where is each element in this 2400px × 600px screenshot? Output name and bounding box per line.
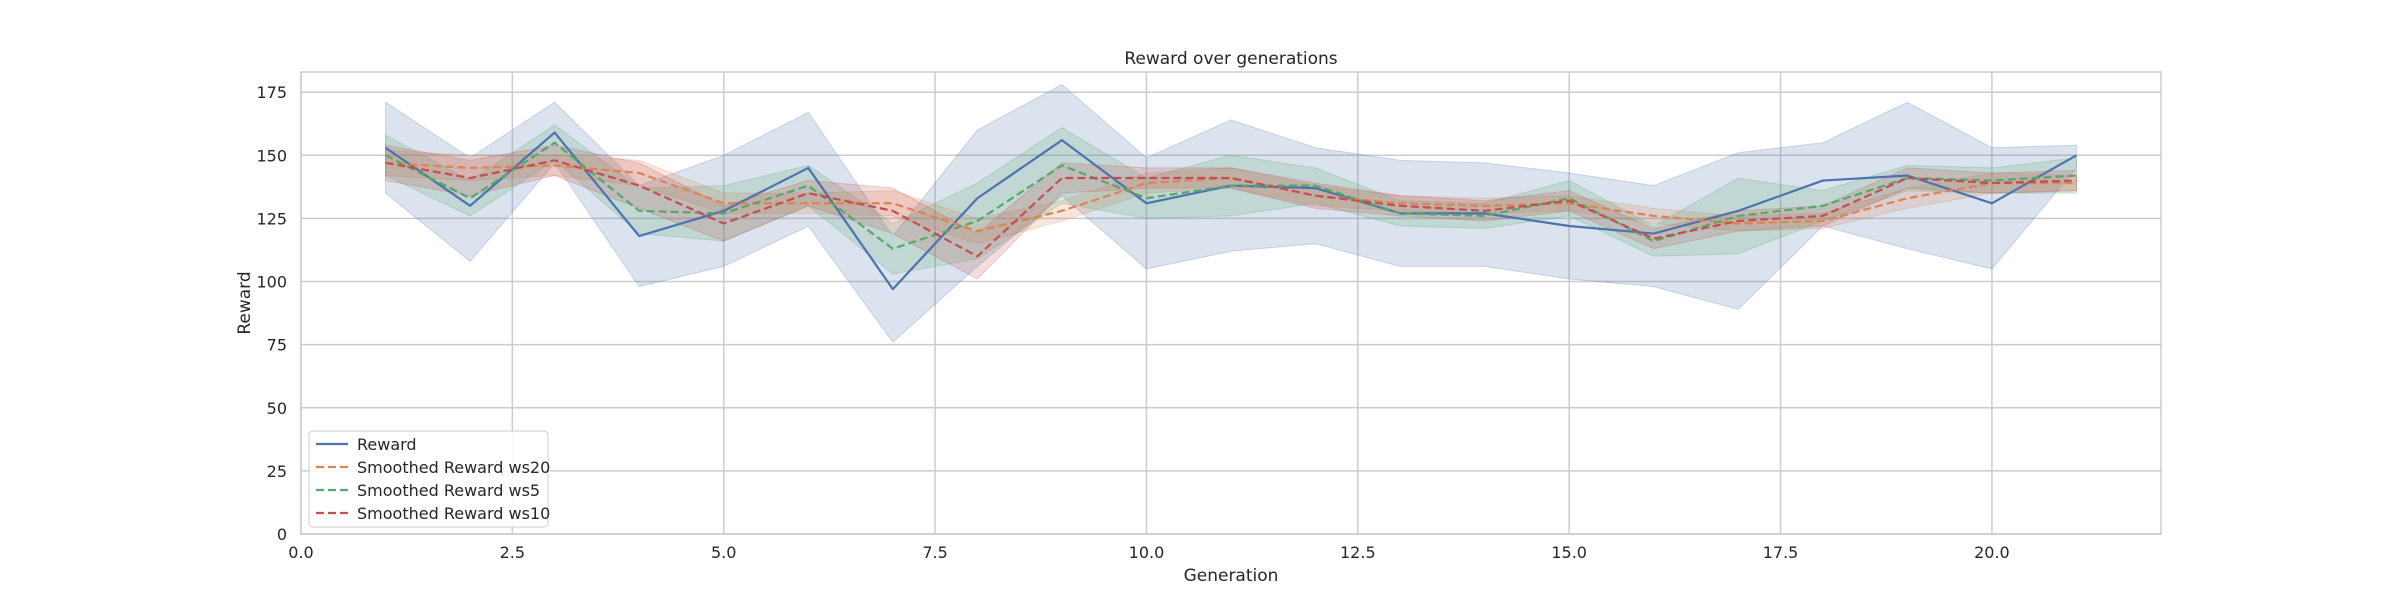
x-tick-label: 2.5: [500, 543, 525, 562]
y-tick-label: 50: [267, 399, 287, 418]
x-tick-label: 20.0: [1974, 543, 2010, 562]
tick-labels: 0.0 2.5 5.0 7.5 10.0 12.5 15.0 17.5 20.0 0 25 50 75 1…: [256, 83, 2009, 562]
legend-label: Reward: [357, 435, 417, 454]
x-axis-label: Generation: [1184, 566, 1279, 586]
series-3-band: [385, 124, 2077, 275]
x-tick-label: 5.0: [711, 543, 736, 562]
series-lines: [384, 131, 2077, 291]
x-tick-label: 0.0: [288, 543, 313, 562]
series-2-line: [385, 161, 2077, 233]
y-tick-label: 25: [267, 462, 287, 481]
series-4-band: [385, 144, 2077, 280]
series-2-band: [385, 149, 2077, 245]
series-1-band: [385, 84, 2077, 343]
x-tick-label: 15.0: [1551, 543, 1587, 562]
legend-label: Smoothed Reward ws20: [357, 458, 550, 477]
x-tick-label: 10.0: [1129, 543, 1165, 562]
confidence-bands: [385, 84, 2077, 343]
y-tick-label: 75: [267, 336, 287, 355]
y-tick-label: 0: [277, 525, 287, 544]
series-4-line: [385, 159, 2077, 258]
legend-label: Smoothed Reward ws10: [357, 504, 550, 523]
chart-title: Reward over generations: [1124, 49, 1337, 69]
legend-box: [308, 430, 549, 528]
y-tick-label: 100: [256, 273, 287, 292]
y-tick-label: 125: [256, 209, 287, 228]
y-tick-label: 175: [256, 83, 287, 102]
y-axis-label: Reward: [235, 271, 255, 334]
x-tick-label: 7.5: [922, 543, 947, 562]
series-3-line: [385, 141, 2077, 250]
legend: Reward Smoothed Reward ws20 Smoothed Rewar…: [308, 430, 550, 528]
x-tick-label: 17.5: [1763, 543, 1799, 562]
x-tick-label: 12.5: [1340, 543, 1376, 562]
y-tick-label: 150: [256, 146, 287, 165]
legend-label: Smoothed Reward ws5: [357, 481, 540, 500]
plot-area-frame: [300, 71, 2162, 535]
